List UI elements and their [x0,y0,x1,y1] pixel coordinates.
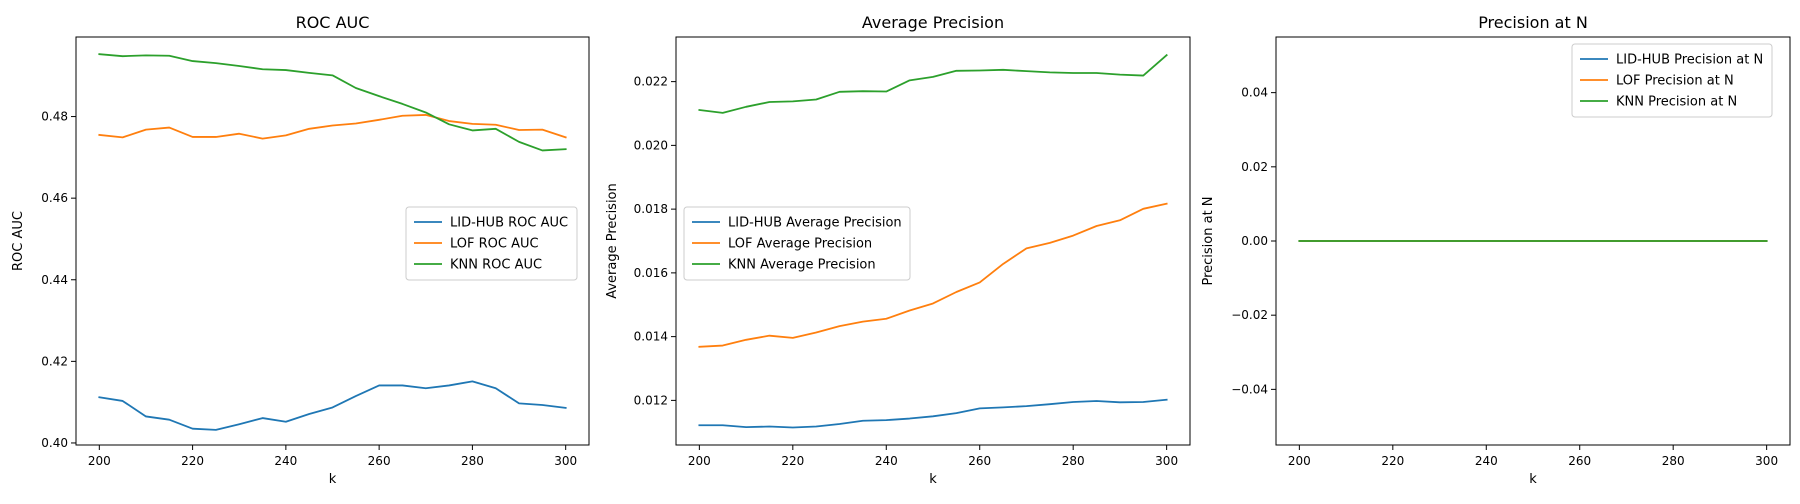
legend-box [1571,43,1773,118]
y-tick-label: 0.42 [41,354,68,368]
x-tick-label: 240 [274,454,297,468]
y-tick-label: 0.022 [634,75,668,89]
y-tick-label: 0.40 [41,436,68,450]
y-tick-label: 0.014 [634,330,668,344]
chart-title: Precision at N [1478,13,1588,32]
series-line-1 [698,398,1168,429]
y-tick-label: 0.48 [41,110,68,124]
plot-frame [75,36,590,446]
x-tick-label: 200 [688,454,711,468]
legend-label-2: LOF Average Precision [728,237,872,252]
x-axis-label: k [329,472,337,487]
y-tick-label: 0.44 [41,273,68,287]
chart-panel-1: 200 220 240 260 280 300 0.40 0.42 0.44 0.46 0.48 RO… [11,13,590,487]
y-tick-label: 0.020 [634,138,668,152]
legend-label-2: LOF Precision at N [1616,74,1734,89]
x-tick-label: 280 [1062,454,1085,468]
chart-panel-2: 200 220 240 260 280 300 0.012 0.014 0.016 0.018 0.… [605,13,1191,487]
y-axis-label: ROC AUC [11,211,26,271]
x-tick-label: 260 [368,454,391,468]
x-axis-label: k [929,472,937,487]
legend: LID-HUB Precision at N LOF Precision at N… [1571,43,1773,118]
x-tick-label: 300 [1155,454,1178,468]
x-tick-label: 260 [1568,454,1591,468]
x-tick-label: 300 [1755,454,1778,468]
x-tick-label: 280 [461,454,484,468]
x-tick-label: 240 [875,454,898,468]
y-axis-label: Precision at N [1201,196,1216,285]
chart-title: ROC AUC [296,13,370,32]
legend-label-2: LOF ROC AUC [450,237,539,252]
x-tick-label: 220 [781,454,804,468]
x-tick-label: 280 [1662,454,1685,468]
legend-label-3: KNN ROC AUC [450,258,542,273]
y-axis-label: Average Precision [605,183,620,299]
x-tick-label: 220 [181,454,204,468]
x-tick-label: 200 [88,454,111,468]
y-tick-label: 0.00 [1241,234,1268,248]
y-tick-label: 0.012 [634,393,668,407]
legend-label-1: LID-HUB ROC AUC [450,216,568,231]
x-tick-label: 200 [1288,454,1311,468]
series-line-3 [98,53,567,152]
legend-label-3: KNN Average Precision [728,258,876,273]
series-line-2 [98,114,567,140]
y-tick-label: −0.02 [1231,308,1268,322]
chart-panel-3: 200 220 240 260 280 300 −0.04 −0.02 0.00 0.02 0.04… [1201,13,1791,487]
chart-title: Average Precision [862,13,1004,32]
x-axis-label: k [1529,472,1537,487]
y-tick-label: 0.02 [1241,160,1268,174]
series-line-2 [698,202,1168,348]
x-tick-label: 240 [1475,454,1498,468]
x-tick-label: 220 [1381,454,1404,468]
y-tick-label: 0.018 [634,202,668,216]
legend-label-1: LID-HUB Precision at N [1616,53,1763,68]
legend: LID-HUB ROC AUC LOF ROC AUC KNN ROC AUC [405,206,578,281]
legend-box [405,206,578,281]
x-tick-label: 260 [968,454,991,468]
y-tick-label: 0.04 [1241,86,1268,100]
legend-label-3: KNN Precision at N [1616,95,1737,110]
legend: LID-HUB Average Precision LOF Average Pre… [683,206,911,281]
y-tick-label: 0.46 [41,191,68,205]
y-tick-label: −0.04 [1231,382,1268,396]
legend-label-1: LID-HUB Average Precision [728,216,902,231]
y-tick-label: 0.016 [634,266,668,280]
series-line-1 [98,380,567,431]
x-tick-label: 300 [554,454,577,468]
plot-frame [675,36,1191,446]
series-line-3 [698,53,1168,114]
legend-box [683,206,911,281]
